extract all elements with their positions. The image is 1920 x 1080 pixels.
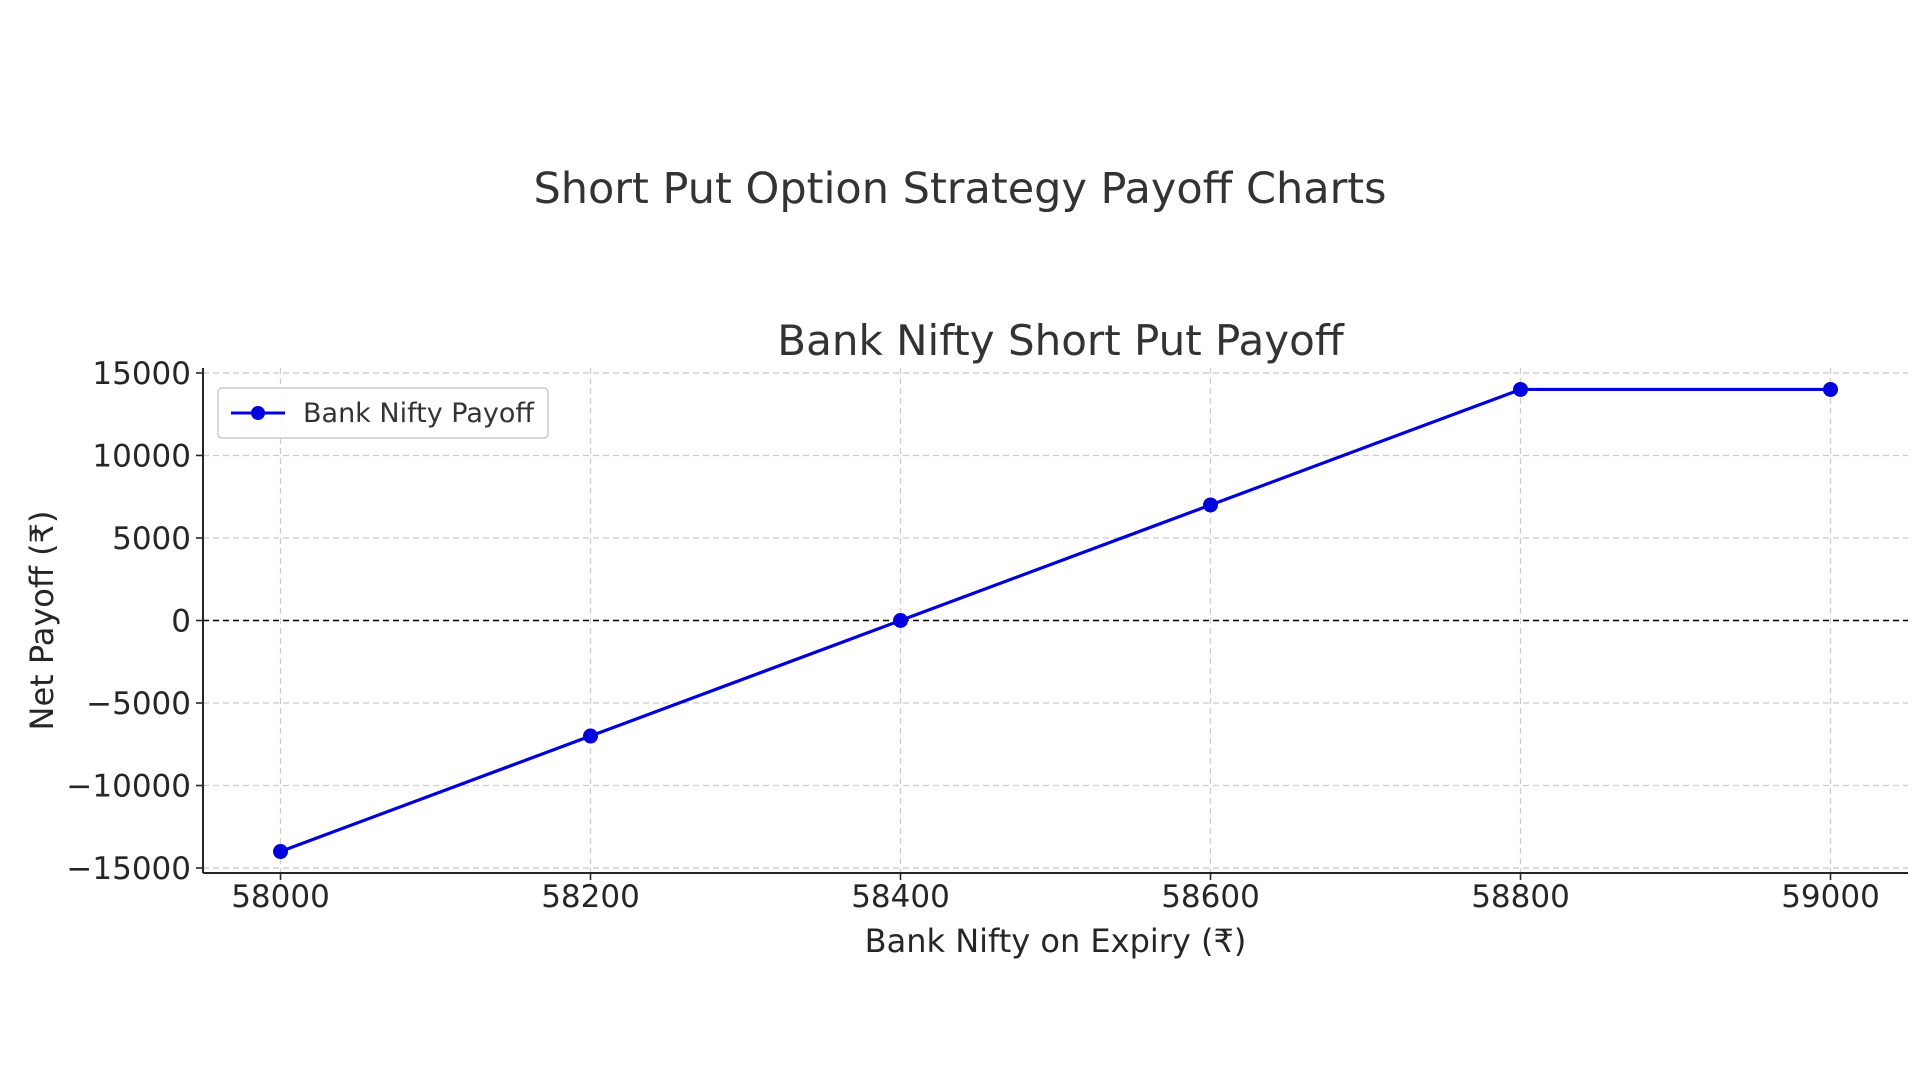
series-line [279,387,1831,854]
data-point [1513,381,1528,397]
x-tick-label: 59000 [1781,879,1880,915]
y-tick-label: −15000 [66,851,191,887]
x-tick-label: 58800 [1471,879,1570,915]
legend-box [217,387,549,439]
chart-title: Bank Nifty Short Put Payoff [777,316,1344,365]
legend: Bank Nifty Payoff [217,387,549,439]
y-tick-label: 10000 [92,438,191,474]
y-tick-label: −10000 [66,769,191,805]
y-tick-label: −5000 [86,686,191,722]
y-ticks: −15000 −10000 −5000 0 5000 10000 15000 [66,356,203,887]
legend-marker-swatch [251,406,265,420]
data-point [1823,381,1838,397]
series [273,381,1838,860]
data-point [1203,497,1218,513]
x-tick-label: 58000 [231,879,330,915]
x-ticks: 58000 58200 58400 58600 58800 59000 [231,873,1880,915]
figure-title: Short Put Option Strategy Payoff Charts [533,164,1387,214]
legend-label: Bank Nifty Payoff [303,398,535,429]
x-tick-label: 58200 [541,879,640,915]
data-point [583,728,598,744]
x-tick-label: 58400 [851,879,950,915]
x-axis-label: Bank Nifty on Expiry (₹) [865,922,1247,960]
y-tick-label: 0 [171,604,191,640]
y-tick-label: 5000 [112,521,191,557]
data-point [893,613,908,628]
x-tick-label: 58600 [1161,879,1260,915]
y-axis-label: Net Payoff (₹) [23,511,61,731]
y-tick-label: 15000 [92,356,191,392]
data-point [273,844,288,860]
